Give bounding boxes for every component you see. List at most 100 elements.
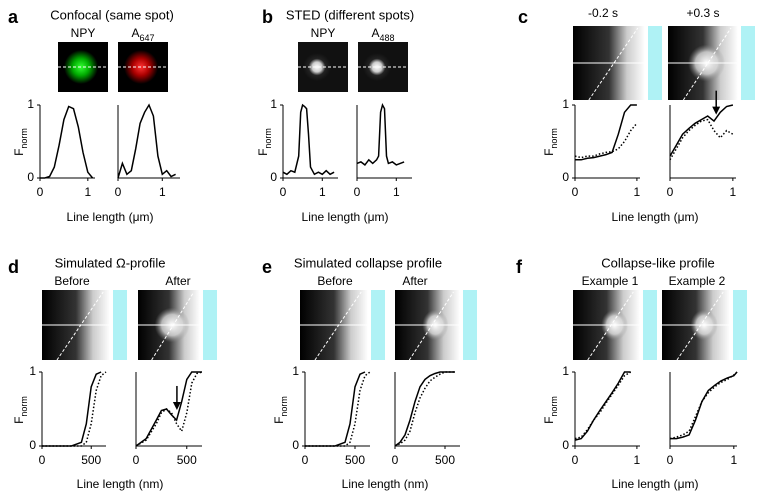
profile-line: [42, 371, 107, 447]
y-tick-label: 1: [270, 97, 277, 111]
x-tick-label: 0: [667, 453, 674, 467]
line-scan-dashed: [56, 291, 104, 361]
profile-line: [669, 118, 734, 161]
x-tick-label: 1: [393, 185, 400, 199]
profile-line: [669, 371, 738, 440]
y-tick-label: 0: [562, 170, 569, 184]
image-label-main: Example 1: [582, 274, 639, 288]
image-label: +0.3 s: [686, 6, 719, 20]
line-scan-dashed: [682, 27, 732, 101]
x-axis-label: Line length (μm): [67, 210, 154, 224]
line-scan-dashed: [588, 27, 639, 101]
x-tick-label: 1: [634, 453, 641, 467]
x-axis-label: Line length (μm): [612, 477, 699, 491]
x-tick-label: 500: [81, 453, 101, 467]
x-tick-label: 0: [133, 453, 140, 467]
panel-title: Simulated collapse profile: [294, 255, 442, 270]
micrograph-spot: [363, 53, 391, 81]
y-axis-label-main: F: [12, 417, 26, 424]
y-tick-label: 1: [27, 97, 34, 111]
profile-line: [575, 104, 637, 161]
image-label: Before: [54, 274, 90, 288]
panel-letter: d: [8, 257, 19, 277]
profile-line: [135, 371, 202, 447]
x-axis-label: Line length (nm): [342, 477, 429, 491]
image-label-main: -0.2 s: [588, 6, 618, 20]
y-tick-label: 0: [292, 438, 299, 452]
profile-line: [356, 102, 405, 166]
image-label: NPY: [311, 26, 336, 40]
y-axis-label-main: F: [542, 149, 556, 156]
x-tick-label: 1: [159, 185, 166, 199]
x-tick-label: 0: [37, 185, 44, 199]
profile-line: [282, 103, 335, 176]
x-axis-label: Line length (μm): [302, 210, 389, 224]
y-axis-label-sub: norm: [19, 128, 29, 149]
image-label: NPY: [71, 26, 96, 40]
cyan-strip: [643, 290, 657, 360]
line-scan-dashed: [314, 291, 362, 361]
y-tick-label: 0: [29, 438, 36, 452]
cyan-strip: [371, 290, 385, 360]
profile-line: [574, 371, 632, 440]
panel-letter: b: [262, 7, 273, 27]
line-scan-dashed: [408, 291, 454, 361]
panel-title: Confocal (same spot): [50, 7, 174, 22]
panel-letter: f: [516, 257, 523, 277]
y-tick-label: 1: [292, 364, 299, 378]
line-scan-dashed: [676, 291, 724, 361]
image-label: Example 2: [669, 274, 726, 288]
x-tick-label: 0: [354, 185, 361, 199]
profile-line: [117, 103, 176, 179]
line-scan-dashed: [151, 291, 195, 361]
image-label-main: +0.3 s: [686, 6, 719, 20]
y-axis-label-sub: norm: [19, 396, 29, 417]
x-tick-label: 0: [115, 185, 122, 199]
x-tick-label: 1: [634, 185, 641, 199]
image-label-main: NPY: [71, 26, 96, 40]
x-tick-label: 0: [572, 453, 579, 467]
profile-line: [40, 105, 94, 179]
profile-line: [670, 371, 738, 440]
x-tick-label: 1: [84, 185, 91, 199]
image-label: A647: [131, 26, 154, 43]
y-axis-label: Fnorm: [256, 128, 273, 156]
cyan-strip: [463, 290, 477, 360]
x-axis-label: Line length (nm): [77, 477, 164, 491]
x-tick-label: 0: [667, 185, 674, 199]
panel-letter: a: [8, 7, 19, 27]
profile-line: [305, 371, 371, 447]
profile-line: [394, 371, 455, 447]
image-label-main: A: [131, 26, 139, 40]
panel-title: Simulated Ω-profile: [55, 255, 166, 270]
x-tick-label: 0: [280, 185, 287, 199]
y-axis-label-sub: norm: [549, 128, 559, 149]
panel-letter: e: [262, 257, 272, 277]
image-label: After: [402, 274, 427, 288]
cyan-strip: [648, 26, 662, 100]
y-tick-label: 0: [562, 438, 569, 452]
profile-line: [305, 371, 366, 447]
y-axis-label: Fnorm: [542, 128, 559, 156]
cyan-strip: [741, 26, 755, 100]
x-tick-label: 0: [39, 453, 46, 467]
profile-line: [42, 371, 102, 447]
image-label-main: A: [371, 26, 379, 40]
image-label: A488: [371, 26, 394, 43]
x-tick-label: 1: [730, 453, 737, 467]
y-axis-label-sub: norm: [279, 396, 289, 417]
x-tick-label: 0: [302, 453, 309, 467]
y-axis-label-main: F: [12, 149, 26, 156]
profile-line: [669, 104, 734, 157]
image-label: Example 1: [582, 274, 639, 288]
cyan-strip: [733, 290, 747, 360]
image-label-main: Example 2: [669, 274, 726, 288]
x-tick-label: 500: [345, 453, 365, 467]
micrograph-spot: [303, 53, 331, 81]
cyan-strip: [113, 290, 127, 360]
image-label-main: NPY: [311, 26, 336, 40]
arrow-head: [172, 401, 181, 410]
image-label-main: Before: [317, 274, 353, 288]
panel-title: STED (different spots): [286, 7, 414, 22]
